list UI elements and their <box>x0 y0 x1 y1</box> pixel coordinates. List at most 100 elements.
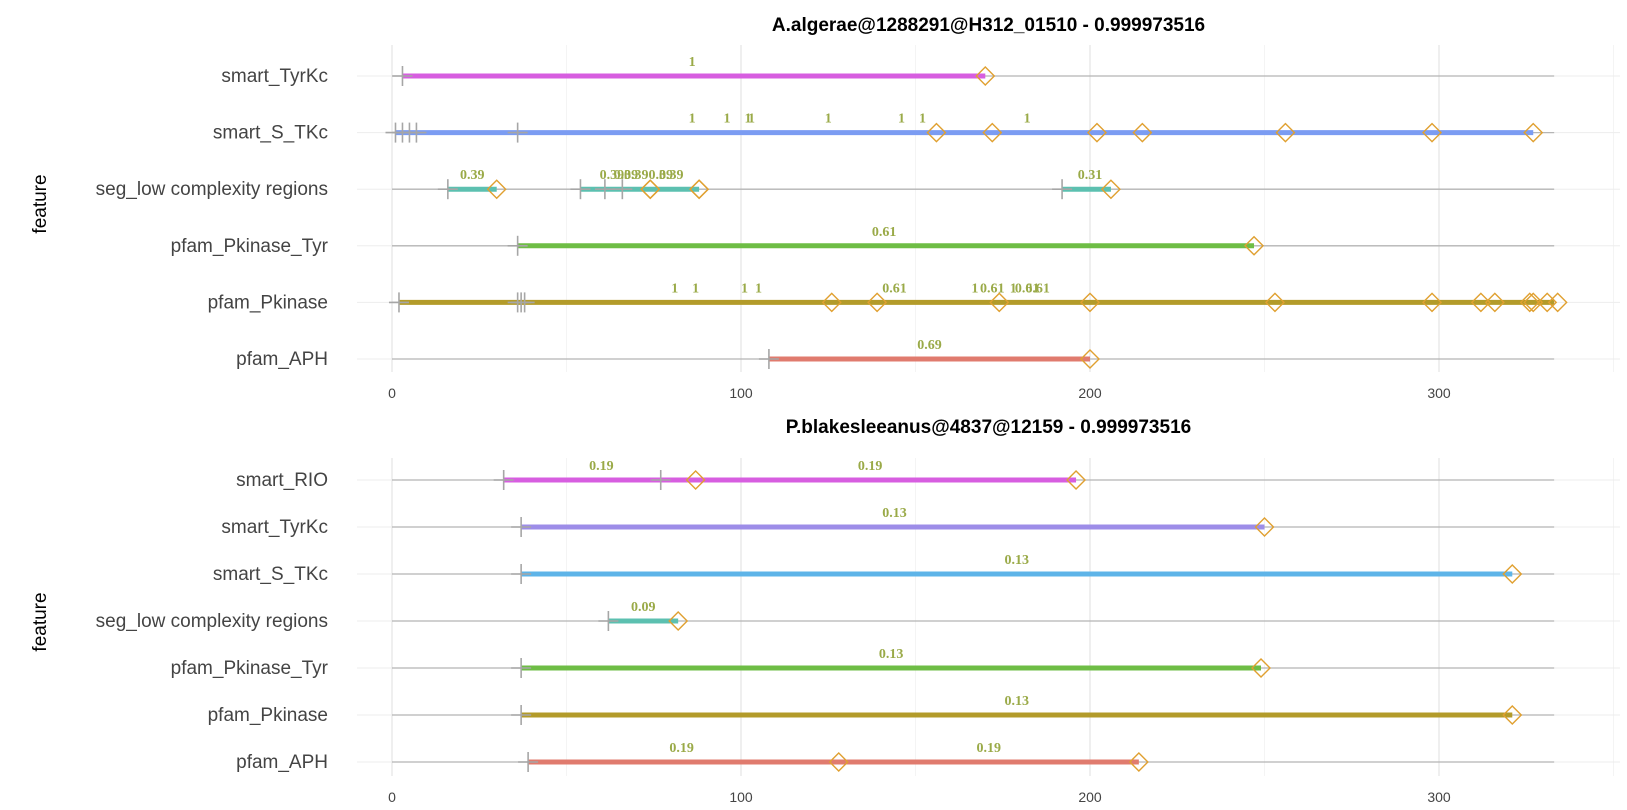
data-label: 1 <box>671 281 678 296</box>
end-mark <box>828 752 849 772</box>
x-tick-label: 300 <box>1427 789 1451 805</box>
end-mark <box>1128 752 1149 772</box>
data-label: 1 <box>689 112 696 127</box>
end-mark <box>1422 122 1443 143</box>
end-mark <box>1264 292 1285 313</box>
y-tick-label: pfam_APH <box>236 349 328 370</box>
y-tick-label: smart_TyrKc <box>221 517 328 538</box>
x-tick-label: 0 <box>388 385 396 401</box>
data-label: 1 <box>748 112 755 127</box>
end-mark <box>1422 292 1443 313</box>
x-tick-label: 300 <box>1427 385 1451 401</box>
y-tick-label: pfam_Pkinase <box>208 292 328 313</box>
end-mark <box>1502 564 1523 584</box>
end-mark <box>1523 122 1544 143</box>
data-label: 1 <box>744 112 751 127</box>
data-label: 1 <box>692 281 699 296</box>
end-mark <box>989 292 1010 313</box>
data-label: 0.39 <box>648 168 673 183</box>
data-label: 1 <box>741 281 748 296</box>
data-label: 1 <box>898 112 905 127</box>
data-label: 1 <box>689 55 696 70</box>
end-mark <box>1537 292 1558 313</box>
y-tick-label: smart_TyrKc <box>221 66 328 87</box>
end-mark <box>821 292 842 313</box>
data-label: 0.39 <box>614 168 639 183</box>
feature-row: pfam_APH 0.19 0.19 <box>236 741 1555 773</box>
y-tick-label: seg_low complexity regions <box>96 611 328 632</box>
feature-row: pfam_Pkinase 0.13 <box>208 694 1555 726</box>
chart-panel-2: P.blakesleeanus@4837@12159 - 0.999973516… <box>30 417 1620 805</box>
feature-row: smart_S_TKc 0.13 <box>213 553 1555 585</box>
y-tick-label: pfam_Pkinase_Tyr <box>171 658 329 679</box>
data-label: 1 <box>919 112 926 127</box>
feature-row: pfam_Pkinase_Tyr 0.61 <box>171 225 1555 257</box>
data-label: 0.61 <box>1015 281 1040 296</box>
data-label: 0.39 <box>659 168 684 183</box>
data-label: 0.13 <box>1004 694 1029 709</box>
y-tick-label: pfam_Pkinase_Tyr <box>171 236 329 257</box>
end-mark <box>1502 705 1523 725</box>
y-tick-label: smart_S_TKc <box>213 564 328 585</box>
data-label: 1 <box>1024 112 1031 127</box>
y-tick-label: pfam_Pkinase <box>208 705 328 726</box>
end-mark <box>1086 122 1107 143</box>
end-mark <box>1251 658 1271 678</box>
data-label: 0.19 <box>858 459 883 474</box>
data-label: 1 <box>971 281 978 296</box>
feature-row: pfam_APH 0.69 <box>236 338 1555 370</box>
data-label: 1 <box>1010 281 1017 296</box>
gridlines <box>357 45 1620 372</box>
end-mark <box>1470 292 1491 313</box>
y-tick-label: pfam_APH <box>236 752 328 773</box>
data-label: 0.13 <box>879 647 904 662</box>
x-tick-label: 100 <box>729 385 753 401</box>
end-mark <box>1066 470 1087 490</box>
x-tick-label: 100 <box>729 789 753 805</box>
chart-title: P.blakesleeanus@4837@12159 - 0.999973516 <box>786 417 1191 438</box>
end-mark <box>1080 292 1100 313</box>
end-mark <box>1484 292 1505 313</box>
end-mark <box>867 292 888 313</box>
chart-title: A.algerae@1288291@H312_01510 - 0.9999735… <box>772 15 1205 36</box>
end-mark <box>1523 292 1544 313</box>
data-label: 0.61 <box>1025 281 1050 296</box>
y-tick-label: smart_S_TKc <box>213 123 328 144</box>
end-mark <box>1080 349 1100 369</box>
gridlines <box>357 458 1620 776</box>
feature-row: smart_TyrKc 1 <box>221 55 1555 87</box>
data-label: 0.13 <box>1004 553 1029 568</box>
y-axis-title: feature <box>30 174 51 233</box>
end-mark <box>1275 122 1296 143</box>
end-mark <box>1244 235 1265 256</box>
end-mark <box>975 66 996 86</box>
y-tick-label: seg_low complexity regions <box>96 179 328 200</box>
feature-row: smart_RIO 0.19 0.19 <box>236 459 1555 491</box>
data-label: 0.31 <box>1078 168 1103 183</box>
data-label: 0.09 <box>631 600 656 615</box>
end-mark <box>1132 122 1153 143</box>
data-label: 0.61 <box>980 281 1005 296</box>
data-label: 1 <box>825 112 832 127</box>
end-mark <box>486 179 507 200</box>
end-mark <box>926 122 947 143</box>
x-tick-label: 0 <box>388 789 396 805</box>
data-label: 0.19 <box>589 459 614 474</box>
x-tick-label: 200 <box>1078 385 1102 401</box>
data-label: 1 <box>755 281 762 296</box>
data-label: 0.61 <box>882 281 907 296</box>
feature-row: pfam_Pkinase_Tyr 0.13 <box>171 647 1555 679</box>
feature-row: seg_low complexity regions 0.09 <box>96 600 1555 632</box>
data-label: 0.19 <box>977 741 1002 756</box>
end-mark <box>982 122 1003 143</box>
end-mark <box>689 179 710 200</box>
feature-row: smart_TyrKc 0.13 <box>221 506 1555 538</box>
end-mark <box>1547 292 1568 313</box>
end-mark <box>1100 179 1121 200</box>
data-label: 0.13 <box>882 506 907 521</box>
data-label: 0.39 <box>460 168 485 183</box>
